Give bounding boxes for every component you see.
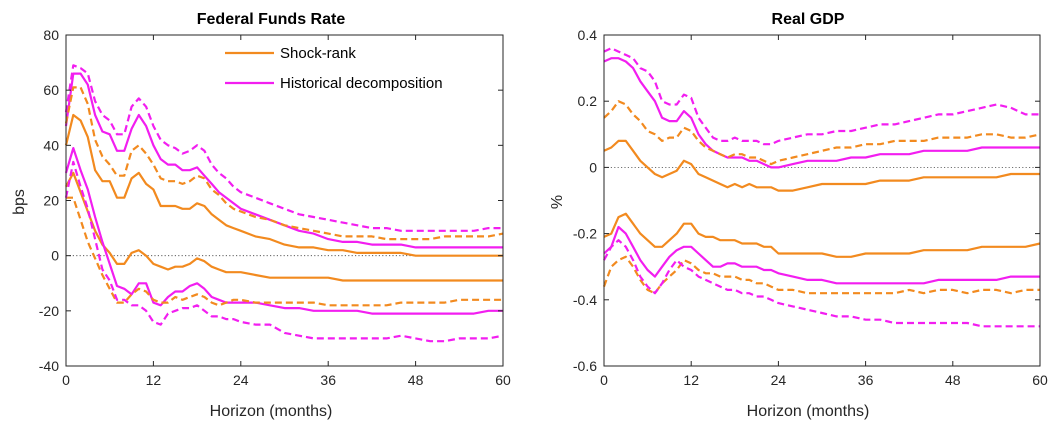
x-tick-label: 48 bbox=[408, 372, 424, 388]
legend-label-historical: Historical decomposition bbox=[280, 75, 443, 92]
chart-title: Real GDP bbox=[772, 11, 845, 28]
series-historical-decomposition-90-band-line bbox=[603, 239, 1040, 328]
y-tick-label: 60 bbox=[43, 82, 59, 98]
y-tick-label: 40 bbox=[43, 137, 59, 153]
y-axis-label: % bbox=[549, 195, 566, 209]
y-tick-label: -20 bbox=[39, 303, 59, 319]
series-historical-decomposition-90-band-line bbox=[64, 160, 504, 343]
x-tick-label: 60 bbox=[495, 372, 511, 388]
series-shock-rank-line bbox=[603, 212, 1041, 258]
series-shock-rank-90-band-line bbox=[66, 196, 503, 307]
series-historical-decomposition-line bbox=[603, 57, 1040, 169]
chart-axes: 0 12 24 36 48 60 -40 -20 0 20 40 60 80 bbox=[39, 27, 511, 388]
x-tick-label: 24 bbox=[233, 372, 249, 388]
series-shock-rank-90-band-line bbox=[602, 255, 1040, 295]
x-tick-label: 12 bbox=[146, 372, 162, 388]
series-historical-decomposition-90-band-line bbox=[64, 64, 503, 232]
x-tick-label: 36 bbox=[320, 372, 336, 388]
series-historical-decomposition-line bbox=[603, 225, 1040, 285]
y-tick-label: 0.2 bbox=[578, 93, 598, 109]
y-tick-label: -0.2 bbox=[573, 226, 597, 242]
x-axis-label: Horizon (months) bbox=[747, 403, 870, 420]
series-shock-rank-90-band-line bbox=[603, 100, 1041, 166]
x-tick-label: 36 bbox=[858, 372, 874, 388]
series-shock-rank-90-band-line bbox=[64, 86, 504, 241]
y-tick-label: -40 bbox=[39, 358, 59, 374]
y-tick-label: -0.4 bbox=[573, 292, 597, 308]
y-tick-label: -0.6 bbox=[573, 358, 597, 374]
y-tick-label: 0 bbox=[51, 248, 59, 264]
series-historical-decomposition-90-band-line bbox=[603, 47, 1040, 146]
y-tick-label: 0 bbox=[589, 159, 597, 175]
chart-axes: 0 12 24 36 48 60 -0.6 -0.4 -0.2 0 0.2 0.4 bbox=[573, 27, 1048, 388]
series-shock-rank-line bbox=[603, 139, 1040, 192]
legend-label-shock-rank: Shock-rank bbox=[280, 45, 356, 62]
series-historical-decomposition-line bbox=[64, 147, 503, 315]
x-tick-label: 12 bbox=[683, 372, 699, 388]
chart-title: Federal Funds Rate bbox=[197, 11, 346, 28]
y-tick-label: 20 bbox=[43, 193, 59, 209]
chart-legend: Shock-rank Historical decomposition bbox=[218, 43, 490, 99]
panel-real-gdp: Real GDP Horizon (months) % 0 12 24 36 48 60 -… bbox=[549, 11, 1048, 420]
x-tick-label: 60 bbox=[1032, 372, 1048, 388]
series-shock-rank-line bbox=[64, 113, 503, 257]
x-axis-label: Horizon (months) bbox=[210, 403, 333, 420]
chart-marks bbox=[64, 64, 504, 343]
x-tick-label: 0 bbox=[600, 372, 608, 388]
series-historical-decomposition-line bbox=[64, 72, 503, 249]
x-tick-label: 0 bbox=[62, 372, 70, 388]
y-tick-label: 0.4 bbox=[578, 27, 598, 43]
x-tick-label: 48 bbox=[945, 372, 961, 388]
plot-frame bbox=[603, 34, 1041, 367]
x-tick-label: 24 bbox=[771, 372, 787, 388]
y-tick-label: 80 bbox=[43, 27, 59, 43]
y-axis-label: bps bbox=[11, 189, 28, 215]
series-shock-rank-line bbox=[65, 171, 503, 282]
panel-federal-funds-rate: Federal Funds Rate Horizon (months) bps … bbox=[11, 11, 511, 420]
chart-marks bbox=[602, 47, 1041, 328]
